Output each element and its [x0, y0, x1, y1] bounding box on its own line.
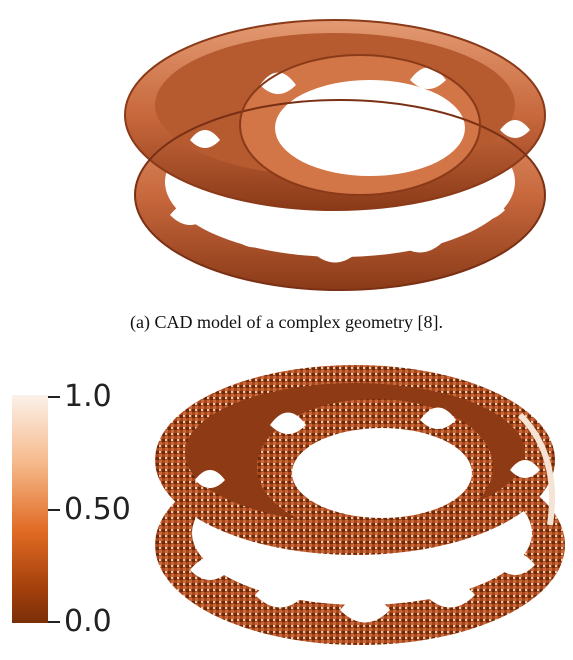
colorbar [12, 395, 48, 623]
colorbar-tick-bottom [48, 621, 60, 623]
colorbar-label-bottom: 0.0 [64, 604, 112, 639]
figure-a-caption: (a) CAD model of a complex geometry [8]. [130, 312, 443, 332]
colorbar-tick-mid [48, 509, 60, 511]
colorbar-label-top: 1.0 [64, 379, 112, 414]
colorbar-label-mid: 0.50 [64, 492, 131, 527]
voxel-model-image [155, 365, 565, 645]
colorbar-tick-top [48, 396, 60, 398]
cad-model-image [124, 19, 546, 291]
